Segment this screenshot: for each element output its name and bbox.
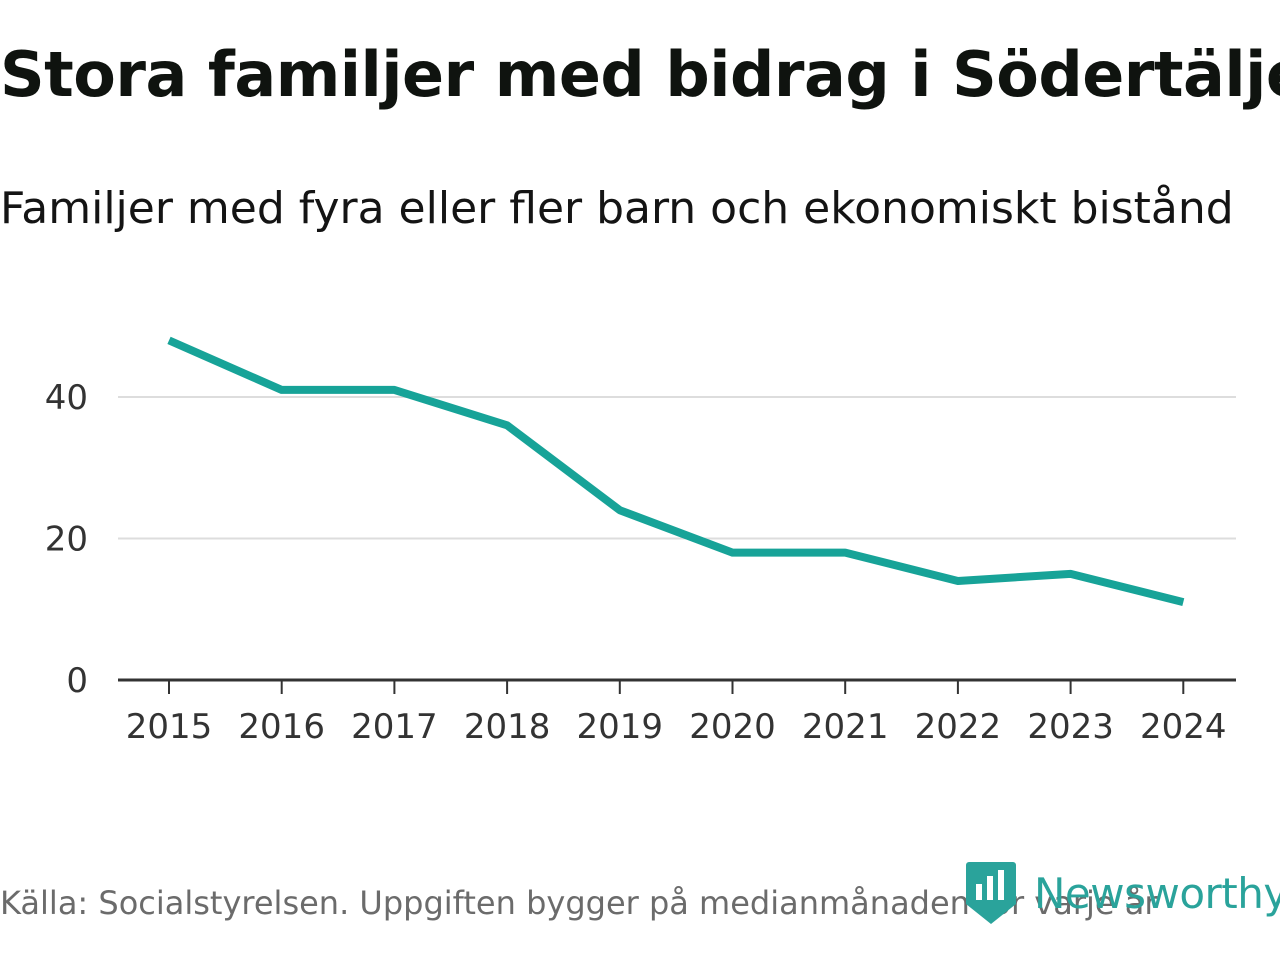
series	[167, 336, 1185, 607]
source-note: Källa: Socialstyrelsen. Uppgiften bygger…	[0, 884, 1158, 922]
newsworthy-logo-icon	[966, 862, 1016, 924]
brand-name: Newsworthy	[1034, 868, 1280, 918]
x-tick-label: 2023	[1027, 707, 1114, 747]
x-tick-label: 2015	[126, 707, 213, 747]
y-tick-label: 20	[45, 520, 88, 560]
x-tick-label: 2022	[915, 707, 1002, 747]
chart-title: Stora familjer med bidrag i Södertälje	[0, 38, 1280, 111]
chart-subtitle: Familjer med fyra eller fler barn och ek…	[0, 183, 1234, 234]
x-tick-label: 2017	[351, 707, 438, 747]
gridlines	[118, 396, 1236, 682]
x-tick-label: 2020	[689, 707, 776, 747]
x-tick-label: 2016	[238, 707, 325, 747]
y-tick-label: 0	[66, 661, 88, 701]
brand: Newsworthy	[966, 862, 1280, 924]
x-axis-ticks: 2015 2016 2017 2018 2019 2020 2021 2022 2023 2024	[126, 680, 1227, 747]
x-tick-label: 2018	[464, 707, 551, 747]
x-tick-label: 2024	[1140, 707, 1227, 747]
x-tick-label: 2021	[802, 707, 889, 747]
y-axis-ticks: 0 20 40	[45, 378, 88, 701]
x-tick-label: 2019	[577, 707, 664, 747]
series-line	[167, 336, 1185, 607]
y-tick-label: 40	[45, 378, 88, 418]
